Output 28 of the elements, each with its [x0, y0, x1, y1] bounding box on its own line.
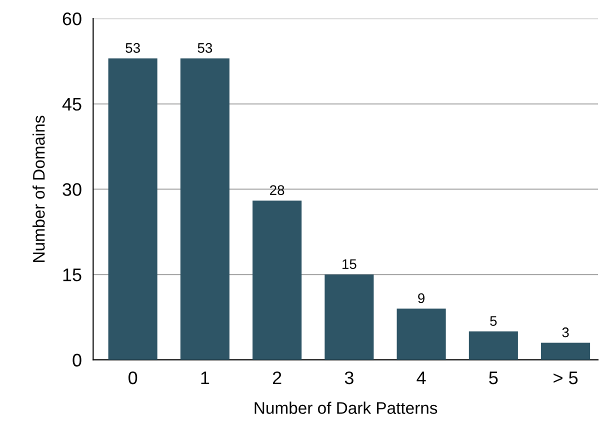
bar — [396, 308, 446, 360]
x-tick-label: 0 — [128, 371, 138, 384]
bar — [324, 274, 374, 360]
x-tick-label: 1 — [201, 372, 210, 384]
data-label: 5 — [490, 316, 497, 326]
data-label: 28 — [270, 185, 284, 196]
x-tick-label: 3 — [344, 371, 354, 384]
x-tick-label: 4 — [416, 372, 426, 384]
x-tick-label: 5 — [489, 372, 498, 384]
y-tick-label: 0 — [72, 354, 82, 367]
data-label: 53 — [126, 43, 140, 53]
bar — [108, 58, 158, 360]
y-tick-label: 30 — [62, 183, 82, 196]
y-tick-label: 45 — [62, 98, 82, 111]
x-axis-title: Number of Dark Patterns — [254, 402, 438, 414]
bar — [468, 331, 518, 360]
y-axis-title: Number of Domains — [32, 116, 45, 262]
data-label: 3 — [562, 327, 569, 338]
y-tick-label: 60 — [62, 12, 82, 26]
bar — [180, 58, 230, 360]
bar — [541, 342, 590, 360]
data-label: 53 — [198, 43, 212, 53]
bar — [252, 200, 302, 360]
x-tick-label: > 5 — [554, 372, 578, 384]
data-label: 9 — [418, 293, 425, 304]
y-tick-label: 15 — [63, 268, 82, 282]
x-tick-label: 2 — [272, 371, 282, 384]
data-label: 15 — [342, 259, 356, 270]
